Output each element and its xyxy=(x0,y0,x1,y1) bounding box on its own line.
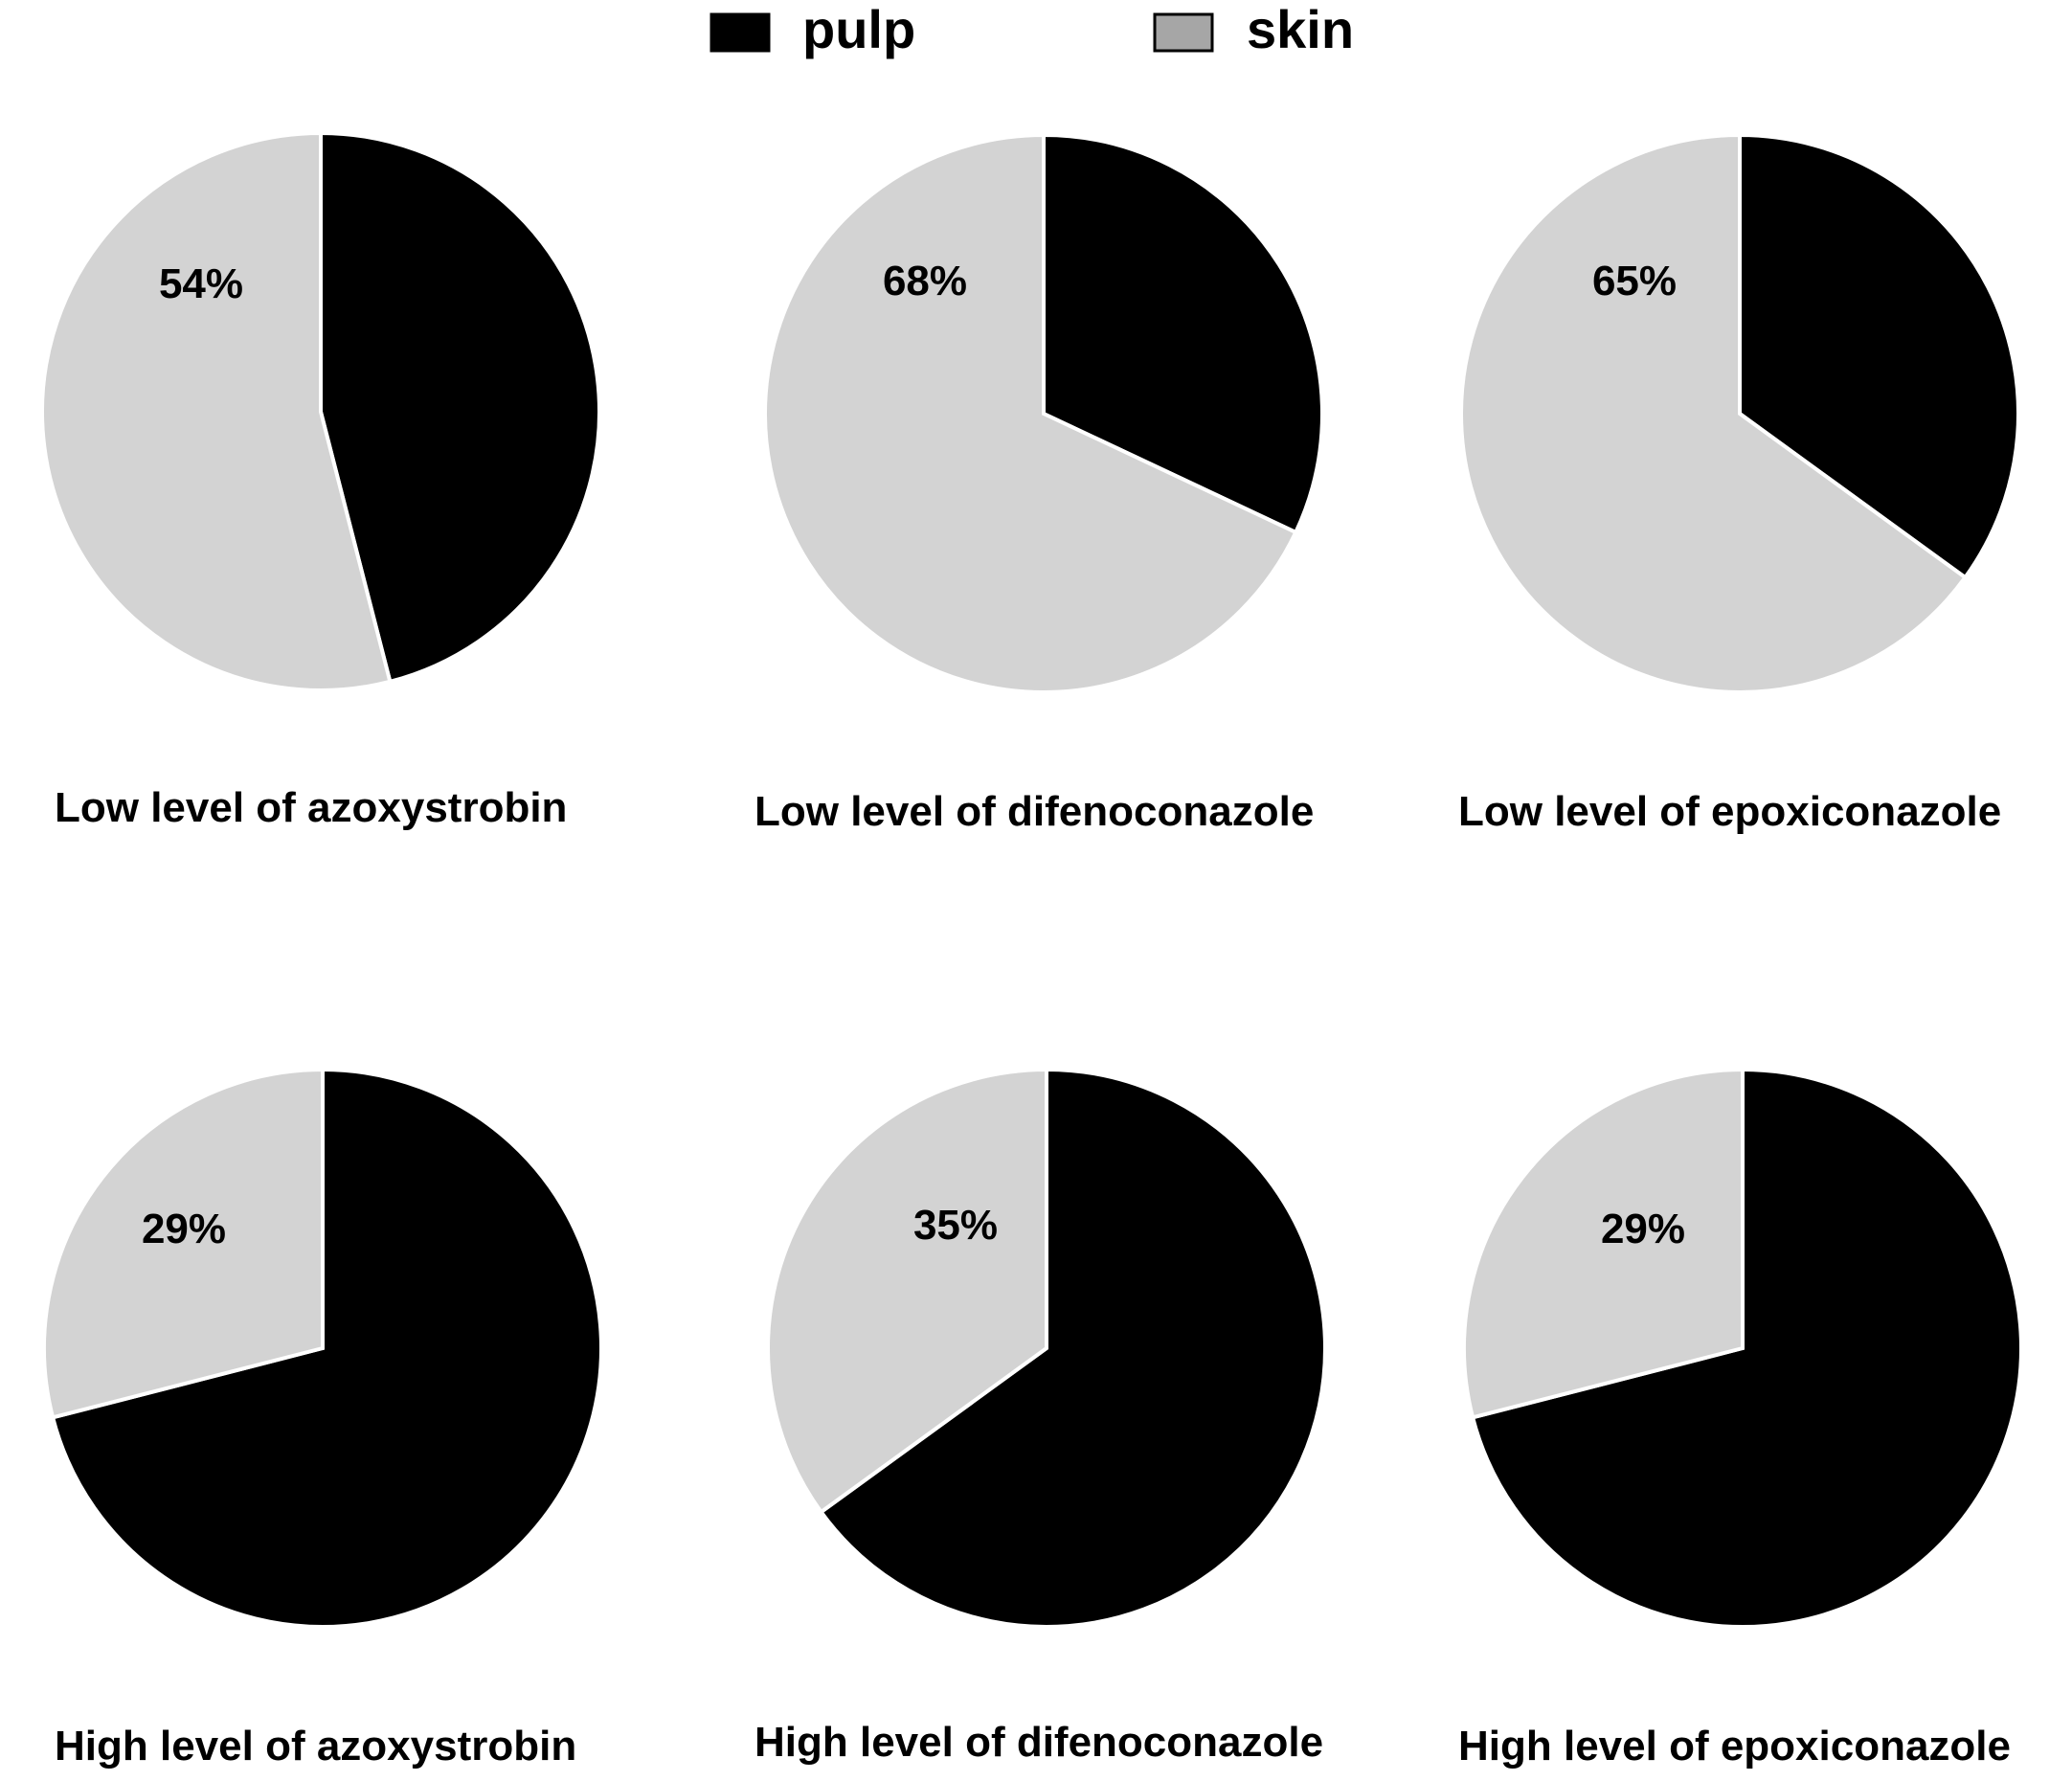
pie-percent-label: 68% xyxy=(883,258,967,304)
pie-percent-label: 54% xyxy=(159,260,243,307)
pie-slice-skin xyxy=(1462,1067,1745,1420)
pie-slices xyxy=(766,1067,1327,1629)
pie-slice-pulp xyxy=(1738,132,2020,580)
pie-slice-skin xyxy=(1459,132,1969,694)
pie-panel-high-azoxystrobin: 29% High level of azoxystrobin xyxy=(42,1067,603,1770)
pie-slices xyxy=(763,132,1324,694)
pie-slice-pulp xyxy=(50,1067,603,1629)
pie-title: Low level of difenoconazole xyxy=(754,788,1314,835)
pie-title: High level of difenoconazole xyxy=(754,1719,1323,1766)
pie-title: Low level of epoxiconazole xyxy=(1458,788,2001,835)
legend-swatch-pulp xyxy=(709,12,771,53)
pie-slices xyxy=(1462,1067,2023,1629)
legend-label-pulp: pulp xyxy=(802,0,915,59)
pie-slice-skin xyxy=(40,130,393,692)
pie-slice-skin xyxy=(42,1067,325,1420)
pie-slice-pulp xyxy=(319,130,601,685)
pie-percent-label: 35% xyxy=(913,1202,998,1249)
pie-slice-skin xyxy=(766,1067,1048,1515)
pie-slice-pulp xyxy=(1042,132,1324,535)
pie-title: Low level of azoxystrobin xyxy=(55,784,567,831)
legend-swatch-skin xyxy=(1153,12,1214,53)
pie-slices xyxy=(42,1067,603,1629)
pie-panel-low-epoxiconazole: 65% Low level of epoxiconazole xyxy=(1458,132,2020,835)
pie-percent-label: 29% xyxy=(1601,1206,1685,1252)
pie-slice-pulp xyxy=(818,1067,1327,1629)
pie-title: High level of epoxiconazole xyxy=(1458,1723,2011,1770)
pie-title: High level of azoxystrobin xyxy=(55,1723,576,1770)
pie-panel-high-epoxiconazole: 29% High level of epoxiconazole xyxy=(1458,1067,2023,1770)
pie-percent-label: 29% xyxy=(142,1206,226,1252)
legend-label-skin: skin xyxy=(1247,0,1354,59)
pie-panel-low-difenoconazole: 68% Low level of difenoconazole xyxy=(754,132,1324,835)
pie-percent-label: 65% xyxy=(1592,258,1677,304)
pie-panel-low-azoxystrobin: 54% Low level of azoxystrobin xyxy=(40,130,601,831)
legend: pulp skin xyxy=(709,0,1354,59)
pie-slice-pulp xyxy=(1470,1067,2023,1629)
pie-slice-skin xyxy=(763,132,1298,694)
pie-panel-high-difenoconazole: 35% High level of difenoconazole xyxy=(754,1067,1327,1766)
pie-slices xyxy=(40,130,601,692)
pie-slices xyxy=(1459,132,2020,694)
